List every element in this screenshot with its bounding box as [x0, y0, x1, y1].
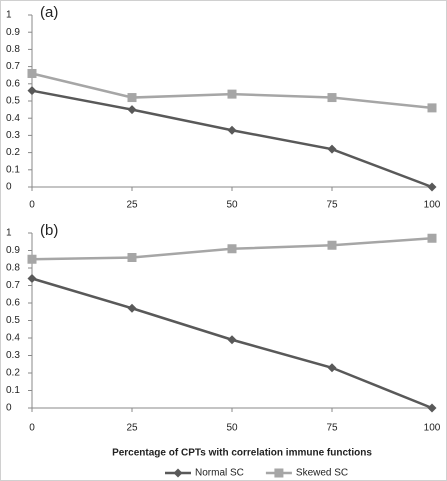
y-tick-label: 0.7 — [6, 280, 20, 291]
legend-marker — [173, 468, 183, 478]
data-point — [427, 233, 437, 243]
data-point — [427, 103, 437, 113]
x-tick-label: 0 — [29, 200, 35, 211]
data-point — [27, 254, 37, 264]
y-tick-label: 0.2 — [6, 368, 20, 379]
data-point — [27, 274, 37, 283]
data-point — [427, 403, 437, 413]
data-point — [27, 86, 37, 96]
legend-label: Normal SC — [195, 468, 244, 479]
data-point — [327, 363, 337, 373]
y-tick-label: 0.5 — [6, 96, 20, 107]
x-tick-label: 100 — [424, 423, 441, 434]
x-axis-label: Percentage of CPTs with correlation immu… — [112, 448, 372, 459]
data-point — [227, 89, 237, 99]
data-point — [227, 125, 237, 135]
y-tick-label: 0 — [6, 403, 12, 414]
panel-label: (b) — [40, 222, 58, 239]
x-tick-label: 25 — [126, 423, 138, 434]
y-tick-label: 1 — [6, 10, 12, 21]
y-tick-label: 0.6 — [6, 78, 20, 89]
y-tick-label: 0.3 — [6, 130, 20, 141]
data-point — [327, 240, 337, 250]
data-point — [127, 105, 137, 115]
y-tick-label: 0.3 — [6, 350, 20, 361]
data-point — [327, 93, 337, 103]
panel-label: (a) — [40, 4, 58, 21]
y-tick-label: 1 — [6, 228, 12, 239]
data-point — [127, 303, 137, 313]
x-tick-label: 50 — [226, 200, 238, 211]
legend-label: Skewed SC — [296, 468, 348, 479]
data-point — [127, 253, 137, 262]
y-tick-label: 0 — [6, 182, 12, 193]
x-tick-label: 25 — [126, 200, 138, 211]
y-tick-label: 0.9 — [6, 27, 20, 38]
y-tick-label: 0.9 — [6, 245, 20, 256]
x-tick-label: 0 — [29, 423, 35, 434]
y-tick-label: 0.4 — [6, 333, 20, 344]
data-point — [127, 93, 137, 103]
data-point — [227, 244, 237, 254]
y-tick-label: 0.5 — [6, 315, 20, 326]
y-tick-label: 0.8 — [6, 263, 20, 274]
y-tick-label: 0.8 — [6, 44, 20, 55]
y-tick-label: 0.6 — [6, 298, 20, 309]
y-tick-label: 0.1 — [6, 164, 20, 175]
data-point — [327, 144, 337, 154]
y-tick-label: 0.4 — [6, 113, 20, 124]
x-tick-label: 75 — [326, 423, 338, 434]
x-tick-label: 75 — [326, 200, 338, 211]
legend-marker — [274, 468, 284, 478]
x-tick-label: 50 — [226, 423, 238, 434]
y-tick-label: 0.1 — [6, 385, 20, 396]
x-tick-label: 100 — [424, 200, 441, 211]
data-point — [427, 182, 437, 192]
y-tick-label: 0.7 — [6, 61, 20, 72]
y-tick-label: 0.2 — [6, 147, 20, 158]
data-point — [27, 68, 37, 78]
data-point — [227, 335, 237, 345]
